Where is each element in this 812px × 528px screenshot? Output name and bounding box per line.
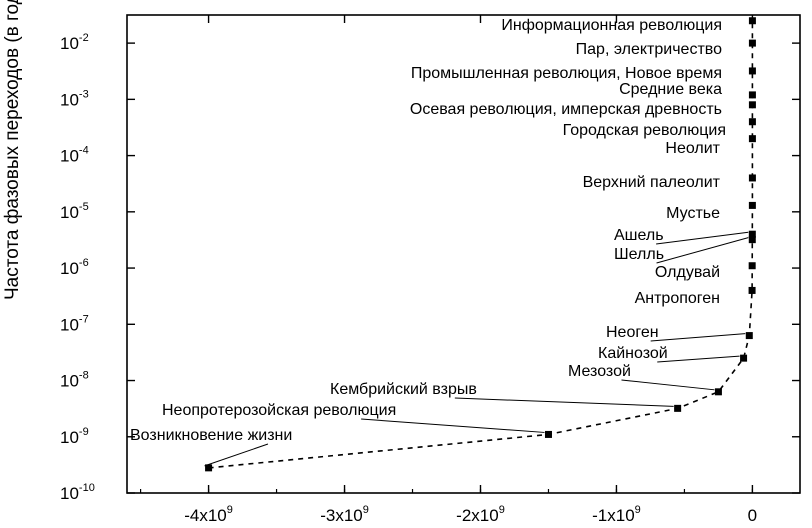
point-annotation: Антропоген	[635, 290, 720, 307]
y-tick-exponent: -9	[79, 426, 89, 438]
data-point	[748, 230, 756, 238]
axes-layer	[126, 14, 801, 494]
y-tick-label: 10-8	[60, 370, 89, 391]
y-tick-exponent: -4	[79, 145, 89, 157]
y-tick-label: 10-5	[60, 201, 89, 222]
x-tick-exponent: 9	[227, 504, 233, 516]
x-tick-label: -4x109	[184, 504, 233, 525]
annotation-arrow	[361, 418, 545, 433]
data-point	[748, 17, 756, 25]
point-annotation: Мезозой	[568, 363, 631, 380]
points-layer	[205, 17, 756, 472]
x-tick-exponent: 9	[635, 504, 641, 516]
data-point	[544, 430, 552, 438]
data-point	[748, 91, 756, 99]
data-point	[748, 118, 756, 126]
y-tick-label: 10-4	[60, 145, 89, 166]
y-tick-label: 10-9	[60, 426, 89, 447]
point-annotation: Неопротерозойская революция	[162, 402, 396, 419]
data-point	[748, 39, 756, 47]
annotation-arrow	[656, 231, 749, 245]
y-tick-label: 10-6	[60, 257, 89, 278]
data-point	[714, 388, 722, 396]
y-tick-exponent: -5	[79, 201, 89, 213]
y-tick-exponent: -10	[79, 482, 95, 494]
y-tick-exponent: -6	[79, 257, 89, 269]
point-annotation: Ашель	[614, 227, 664, 244]
annotation-arrow	[650, 333, 746, 342]
y-axis-label: Частота фазовых переходов (в год)	[2, 0, 23, 300]
annotation-arrow	[621, 379, 715, 391]
x-tick-label: -3x109	[320, 504, 369, 525]
data-point	[748, 174, 756, 182]
x-tick-exponent: 9	[363, 504, 369, 516]
point-annotation: Кембрийский взрыв	[330, 381, 477, 398]
point-annotation: Верхний палеолит	[583, 174, 721, 191]
point-annotation: Информационная революция	[501, 17, 722, 34]
point-annotation: Мустье	[666, 205, 720, 222]
point-annotation: Олдувай	[655, 264, 720, 281]
point-annotation: Возникновение жизни	[130, 427, 292, 444]
data-point	[748, 262, 756, 270]
data-point	[748, 67, 756, 75]
data-point	[748, 201, 756, 209]
point-annotation: Промышленная революция, Новое время	[411, 65, 722, 82]
y-tick-exponent: -7	[79, 313, 89, 325]
y-tick-label: 10-2	[60, 32, 89, 53]
annotation-arrow	[657, 355, 740, 363]
point-annotation: Осевая революция, имперская древность	[410, 101, 722, 118]
point-annotation: Шелль	[614, 246, 664, 263]
y-tick-exponent: -8	[79, 370, 89, 382]
data-point	[748, 236, 756, 244]
point-annotation: Неолит	[665, 140, 720, 157]
point-annotation: Неоген	[606, 324, 659, 341]
point-annotation: Городская революция	[563, 122, 726, 139]
data-point	[740, 354, 748, 362]
y-tick-exponent: -2	[79, 32, 89, 44]
data-point	[674, 404, 682, 412]
y-tick-label: 10-10	[60, 482, 95, 503]
data-point	[205, 464, 213, 472]
data-point	[745, 332, 753, 340]
point-annotation: Средние века	[619, 81, 722, 98]
annotation-arrow	[656, 237, 749, 264]
x-tick-label: 0	[748, 506, 757, 525]
annotation-arrow	[204, 443, 269, 467]
x-tick-label: -1x109	[592, 504, 641, 525]
x-tick-label: -2x109	[456, 504, 505, 525]
x-tick-exponent: 9	[499, 504, 505, 516]
y-tick-exponent: -3	[79, 88, 89, 100]
point-annotation: Кайнозой	[598, 345, 668, 362]
data-point	[748, 135, 756, 143]
annotations-layer: Возникновение жизни Неопротерозойская рев…	[130, 17, 749, 467]
data-point	[748, 101, 756, 109]
point-annotation: Пар, электричество	[576, 41, 722, 58]
y-tick-label: 10-7	[60, 313, 89, 334]
annotation-arrow	[454, 397, 674, 407]
plot-frame	[126, 14, 801, 494]
data-point	[748, 286, 756, 294]
y-tick-label: 10-3	[60, 88, 89, 109]
